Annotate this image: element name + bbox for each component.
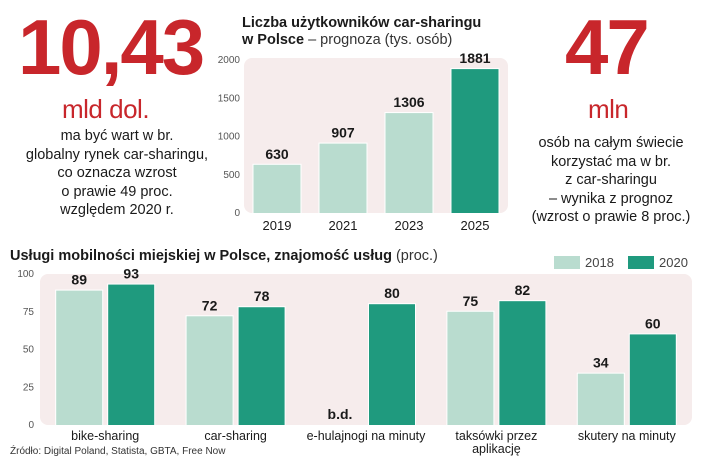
bar-outline xyxy=(446,310,495,425)
bar-outline xyxy=(368,303,416,425)
top-chart-panel xyxy=(244,58,508,213)
bar-2020 xyxy=(238,307,285,425)
right-stat-value: 47 xyxy=(565,3,650,91)
x-tick-label: 2019 xyxy=(263,218,292,233)
right-stat-description: osób na całym świecie korzystać ma w br.… xyxy=(512,134,710,227)
bar-outline xyxy=(628,333,677,425)
top-chart-subtitle: – prognoza (tys. osób) xyxy=(308,32,453,48)
y-tick-label: 50 xyxy=(23,345,35,356)
bar-2018 xyxy=(186,316,233,425)
category-label: bike-sharing xyxy=(71,429,139,443)
bar-2020 xyxy=(499,301,546,425)
right-desc-line: z car-sharingu xyxy=(565,172,657,188)
y-tick-label: 75 xyxy=(23,307,35,318)
bar-outline xyxy=(185,315,234,425)
bar-missing-label: b.d. xyxy=(328,406,353,422)
left-desc-line: ma być wart w br. xyxy=(60,128,174,144)
bar-outline xyxy=(384,112,434,213)
top-chart-title: Liczba użytkowników car-sharingu w Polsc… xyxy=(242,15,481,49)
left-stat-value: 10,43 xyxy=(18,3,205,91)
legend-swatch-2020 xyxy=(628,256,654,269)
bar xyxy=(385,113,433,213)
bar-outline xyxy=(450,68,500,213)
bar-2020 xyxy=(369,304,415,425)
legend-label-2020: 2020 xyxy=(659,255,688,270)
x-tick-label: 2021 xyxy=(329,218,358,233)
bar-value-label: 75 xyxy=(463,293,479,309)
bar-value-label: 630 xyxy=(265,146,289,162)
bar xyxy=(253,164,301,213)
y-tick-label: 0 xyxy=(234,208,240,219)
bar-2020 xyxy=(629,334,676,425)
top-chart-title-line2: w Polsce xyxy=(242,32,305,48)
x-tick-label: 2025 xyxy=(461,218,490,233)
bar-2018 xyxy=(577,373,624,425)
bar-outline xyxy=(107,283,156,425)
right-desc-line: korzystać ma w br. xyxy=(550,153,672,170)
bar-outline xyxy=(576,372,625,425)
bar xyxy=(319,143,367,213)
left-desc-line: względem 2020 r. xyxy=(60,202,174,218)
bar-value-label: 1306 xyxy=(393,94,424,110)
left-stat-unit: mld dol. xyxy=(62,94,150,124)
category-label: e-hulajnogi na minuty xyxy=(307,429,427,443)
bar-value-label: 93 xyxy=(123,266,139,282)
y-tick-label: 0 xyxy=(28,420,34,431)
category-label: car-sharing xyxy=(204,429,267,443)
bar-value-label: 907 xyxy=(331,125,355,141)
bar-value-label: 60 xyxy=(645,315,661,331)
category-label: aplikację xyxy=(472,442,521,456)
right-desc-line: – wynika z prognoz xyxy=(548,190,674,207)
category-label: taksówki przez xyxy=(455,429,537,443)
legend-label-2018: 2018 xyxy=(585,255,614,270)
left-desc-line: globalny rynek car-sharingu, xyxy=(25,146,209,163)
bar-value-label: 82 xyxy=(515,282,531,298)
right-desc-line: (wzrost o prawie 8 proc.) xyxy=(531,209,691,225)
bottom-chart-subtitle: (proc.) xyxy=(395,248,438,264)
bottom-chart-title-text: Usługi mobilności miejskiej w Polsce, zn… xyxy=(10,248,392,264)
y-tick-label: 100 xyxy=(17,269,34,280)
legend-swatch-2018 xyxy=(554,256,580,269)
bar-2018 xyxy=(447,311,494,425)
bar xyxy=(451,69,499,213)
y-tick-label: 500 xyxy=(223,170,240,181)
bar-value-label: 1881 xyxy=(459,50,490,66)
bar-outline xyxy=(252,163,302,213)
bottom-chart-panel xyxy=(40,274,692,425)
bottom-chart-title: Usługi mobilności miejskiej w Polsce, zn… xyxy=(10,248,438,265)
bar-value-label: 72 xyxy=(202,297,218,313)
bar-outline xyxy=(318,142,368,213)
source-note: Źródło: Digital Poland, Statista, GBTA, … xyxy=(10,446,226,457)
bar-value-label: 78 xyxy=(254,288,270,304)
y-tick-label: 1000 xyxy=(218,132,241,143)
y-tick-label: 2000 xyxy=(218,55,241,66)
left-stat-description: ma być wart w br. globalny rynek car-sha… xyxy=(22,127,212,220)
bar-outline xyxy=(237,306,286,425)
bar-2020 xyxy=(108,284,155,425)
bar-outline xyxy=(498,300,547,425)
bar-value-label: 80 xyxy=(384,285,400,301)
y-tick-label: 1500 xyxy=(218,93,241,104)
bar-value-label: 34 xyxy=(593,355,609,371)
top-chart-title-line1: Liczba użytkowników car-sharingu xyxy=(242,15,482,31)
right-stat-unit: mln xyxy=(588,94,629,124)
bar-value-label: 89 xyxy=(71,272,87,288)
left-desc-line: co oznacza wzrost xyxy=(57,165,177,181)
x-tick-label: 2023 xyxy=(395,218,424,233)
bar-2018 xyxy=(56,290,103,425)
right-desc-line: osób na całym świecie xyxy=(538,135,684,151)
category-label: skutery na minuty xyxy=(578,429,677,443)
y-tick-label: 25 xyxy=(23,382,35,393)
left-desc-line: o prawie 49 proc. xyxy=(61,183,173,200)
bar-outline xyxy=(55,289,104,425)
